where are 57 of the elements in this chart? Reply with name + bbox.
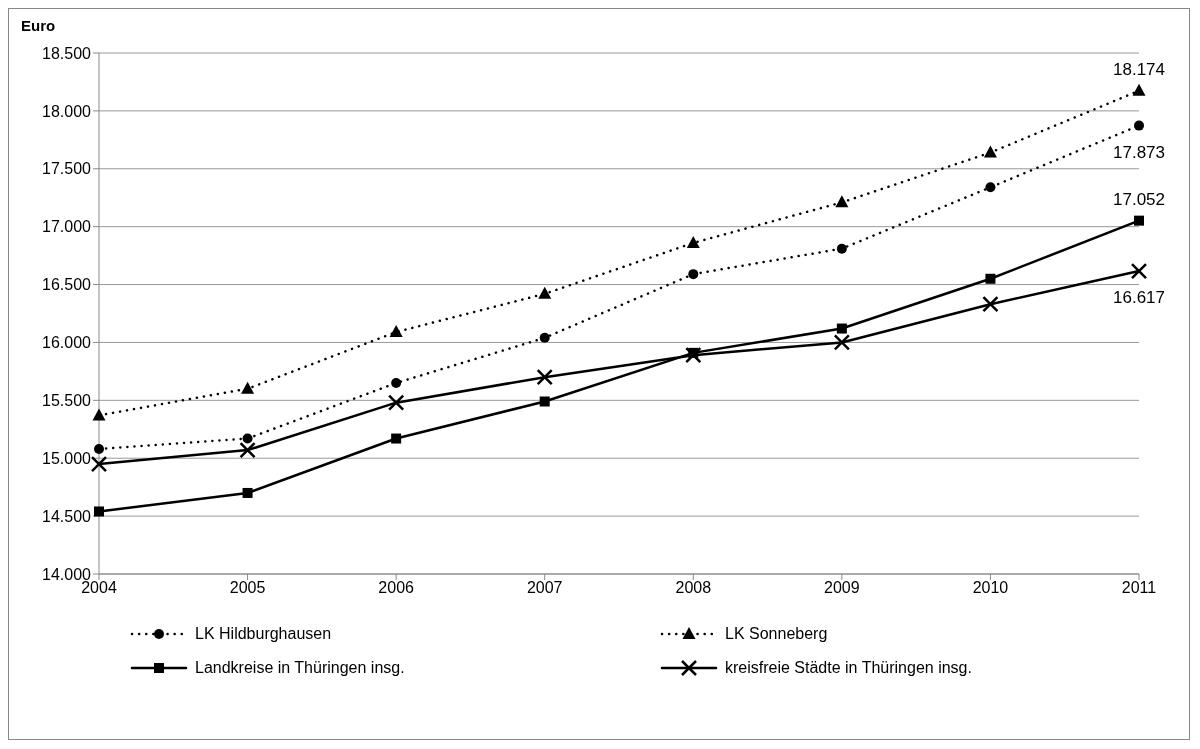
point — [92, 408, 106, 421]
point — [387, 394, 405, 411]
y-tick-label: 18.000 — [42, 102, 92, 120]
point — [239, 441, 256, 459]
x-tick-label: 2008 — [675, 579, 712, 597]
point — [391, 377, 402, 388]
point — [241, 381, 255, 394]
y-tick-label: 16.500 — [42, 276, 92, 294]
x-tick-label: 2010 — [972, 579, 1009, 597]
point — [536, 368, 553, 386]
point — [538, 286, 552, 299]
x-tick-label: 2005 — [229, 579, 266, 597]
point — [90, 455, 108, 473]
x-tick-label: 2009 — [824, 579, 860, 597]
point — [1134, 120, 1144, 131]
point — [389, 325, 403, 338]
y-tick-label: 15.000 — [42, 449, 92, 467]
y-tick-label: 18.500 — [42, 44, 92, 62]
point — [686, 235, 700, 248]
y-tick-label: 15.500 — [42, 392, 92, 410]
point — [242, 487, 253, 498]
point — [688, 269, 699, 280]
point — [391, 433, 402, 444]
legend-label: Landkreise in Thüringen insg. — [195, 659, 405, 677]
x-tick-label: 2004 — [81, 579, 117, 597]
point — [836, 243, 847, 254]
data-label: 18.174 — [1113, 59, 1165, 79]
x-tick-label: 2006 — [378, 579, 415, 597]
point — [833, 334, 851, 351]
point — [1130, 262, 1148, 280]
point — [539, 332, 550, 343]
point — [983, 145, 997, 158]
point — [685, 346, 702, 364]
y-tick-label: 17.500 — [42, 160, 92, 178]
point — [985, 273, 996, 284]
point — [242, 433, 253, 444]
point — [1134, 215, 1144, 226]
data-label: 16.617 — [1113, 288, 1165, 308]
point — [94, 506, 104, 517]
point — [835, 195, 849, 208]
data-label: 17.052 — [1113, 189, 1165, 209]
data-label: 17.873 — [1113, 142, 1165, 162]
y-tick-label: 16.000 — [42, 334, 92, 352]
y-tick-label: 17.000 — [42, 218, 92, 236]
legend-label: LK Hildburghausen — [195, 625, 332, 643]
point — [539, 396, 550, 407]
x-tick-label: 2007 — [526, 579, 563, 597]
point — [1132, 83, 1146, 96]
y-tick-label: 14.500 — [42, 507, 92, 525]
point — [982, 295, 999, 313]
legend-label: LK Sonneberg — [725, 625, 828, 643]
y-axis-title: Euro — [21, 17, 56, 34]
point — [985, 182, 996, 193]
point — [94, 443, 104, 454]
legend-label: kreisfreie Städte in Thüringen insg. — [725, 659, 972, 677]
x-tick-label: 2011 — [1121, 579, 1157, 597]
point — [836, 323, 847, 334]
